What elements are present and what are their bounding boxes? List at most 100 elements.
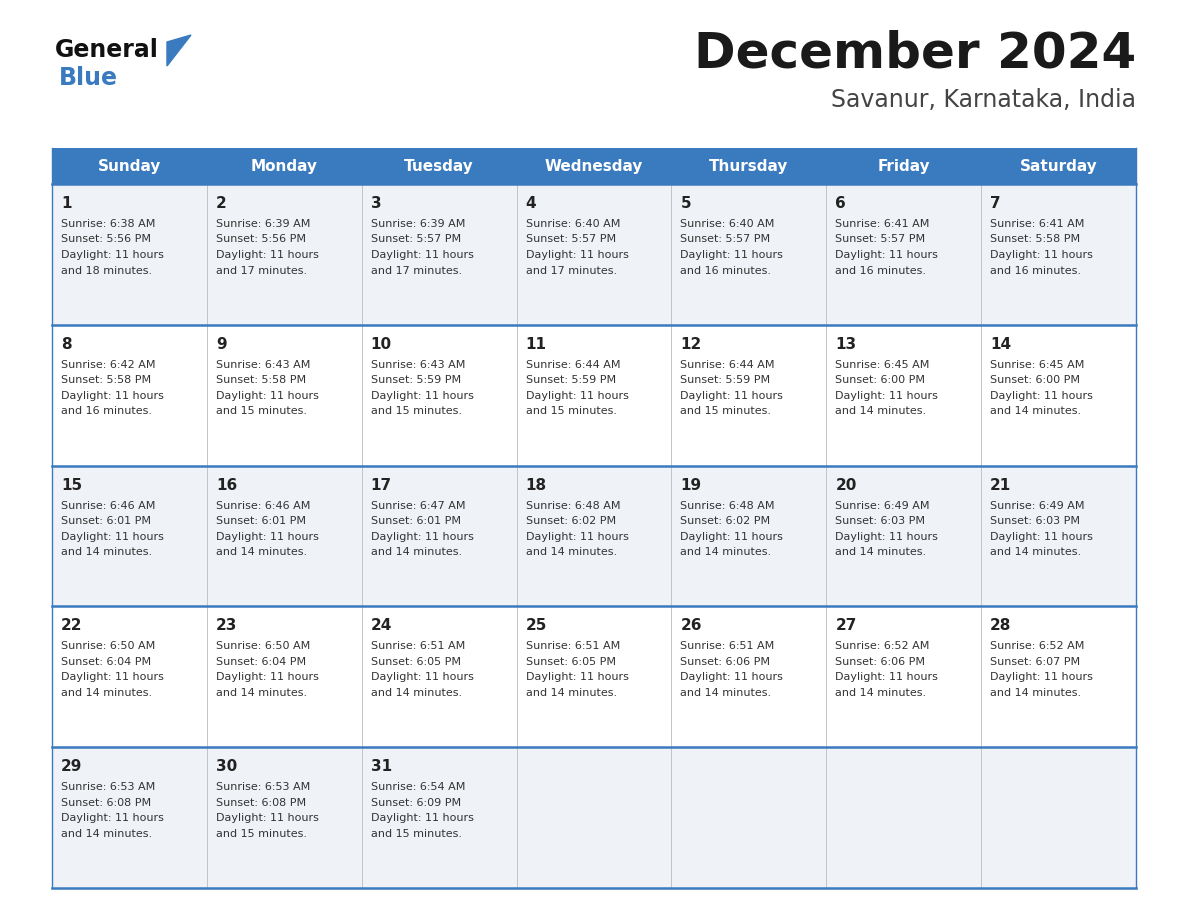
Text: Sunrise: 6:52 AM: Sunrise: 6:52 AM (835, 642, 930, 652)
Text: Daylight: 11 hours: Daylight: 11 hours (681, 532, 783, 542)
Text: Sunrise: 6:48 AM: Sunrise: 6:48 AM (681, 500, 775, 510)
Bar (52, 184, 1136, 325)
Text: Sunset: 5:57 PM: Sunset: 5:57 PM (371, 234, 461, 244)
Bar (52, 747, 1136, 888)
Text: Sunrise: 6:40 AM: Sunrise: 6:40 AM (525, 219, 620, 229)
Text: 3: 3 (371, 196, 381, 211)
Text: Sunset: 5:59 PM: Sunset: 5:59 PM (371, 375, 461, 386)
Text: Daylight: 11 hours: Daylight: 11 hours (835, 250, 939, 260)
Text: Sunset: 6:03 PM: Sunset: 6:03 PM (990, 516, 1080, 526)
Text: Daylight: 11 hours: Daylight: 11 hours (216, 672, 318, 682)
Text: Daylight: 11 hours: Daylight: 11 hours (990, 532, 1093, 542)
Text: 17: 17 (371, 477, 392, 493)
Text: 26: 26 (681, 619, 702, 633)
Text: 12: 12 (681, 337, 702, 352)
Text: Sunrise: 6:46 AM: Sunrise: 6:46 AM (61, 500, 156, 510)
Text: Sunrise: 6:45 AM: Sunrise: 6:45 AM (990, 360, 1085, 370)
Text: Sunset: 6:09 PM: Sunset: 6:09 PM (371, 798, 461, 808)
Text: and 14 minutes.: and 14 minutes. (681, 688, 771, 698)
Text: Daylight: 11 hours: Daylight: 11 hours (525, 391, 628, 401)
Text: Daylight: 11 hours: Daylight: 11 hours (990, 391, 1093, 401)
Text: Sunrise: 6:44 AM: Sunrise: 6:44 AM (525, 360, 620, 370)
Bar (52, 465, 1136, 607)
Text: Daylight: 11 hours: Daylight: 11 hours (216, 250, 318, 260)
Text: and 14 minutes.: and 14 minutes. (371, 547, 462, 557)
Text: and 16 minutes.: and 16 minutes. (835, 265, 927, 275)
Text: General: General (55, 38, 159, 62)
Text: Daylight: 11 hours: Daylight: 11 hours (371, 250, 474, 260)
Text: 5: 5 (681, 196, 691, 211)
Text: Sunset: 5:57 PM: Sunset: 5:57 PM (525, 234, 615, 244)
Text: Daylight: 11 hours: Daylight: 11 hours (216, 813, 318, 823)
Text: Sunrise: 6:51 AM: Sunrise: 6:51 AM (681, 642, 775, 652)
Text: 14: 14 (990, 337, 1011, 352)
Text: and 14 minutes.: and 14 minutes. (681, 547, 771, 557)
Text: Sunset: 6:05 PM: Sunset: 6:05 PM (371, 657, 461, 666)
Text: Sunrise: 6:48 AM: Sunrise: 6:48 AM (525, 500, 620, 510)
Text: Daylight: 11 hours: Daylight: 11 hours (61, 813, 164, 823)
Text: Sunrise: 6:43 AM: Sunrise: 6:43 AM (216, 360, 310, 370)
Text: Sunrise: 6:54 AM: Sunrise: 6:54 AM (371, 782, 465, 792)
Text: 18: 18 (525, 477, 546, 493)
Text: Daylight: 11 hours: Daylight: 11 hours (216, 532, 318, 542)
Bar (52, 607, 1136, 747)
Text: 19: 19 (681, 477, 702, 493)
Text: Sunrise: 6:53 AM: Sunrise: 6:53 AM (61, 782, 156, 792)
Text: Wednesday: Wednesday (545, 159, 643, 174)
Text: and 15 minutes.: and 15 minutes. (216, 407, 307, 416)
Text: 11: 11 (525, 337, 546, 352)
Text: Blue: Blue (59, 66, 118, 90)
Text: Sunset: 6:06 PM: Sunset: 6:06 PM (835, 657, 925, 666)
Bar (52, 325, 1136, 465)
Text: 13: 13 (835, 337, 857, 352)
Text: and 14 minutes.: and 14 minutes. (216, 688, 307, 698)
Text: and 15 minutes.: and 15 minutes. (216, 829, 307, 839)
Text: Sunrise: 6:41 AM: Sunrise: 6:41 AM (990, 219, 1085, 229)
Text: Sunrise: 6:41 AM: Sunrise: 6:41 AM (835, 219, 930, 229)
Text: Savanur, Karnataka, India: Savanur, Karnataka, India (830, 88, 1136, 112)
Text: Sunrise: 6:45 AM: Sunrise: 6:45 AM (835, 360, 930, 370)
Text: Sunset: 5:59 PM: Sunset: 5:59 PM (681, 375, 771, 386)
Text: 23: 23 (216, 619, 238, 633)
Text: Daylight: 11 hours: Daylight: 11 hours (371, 813, 474, 823)
Text: Sunset: 5:58 PM: Sunset: 5:58 PM (990, 234, 1080, 244)
Text: Daylight: 11 hours: Daylight: 11 hours (525, 672, 628, 682)
Text: Daylight: 11 hours: Daylight: 11 hours (681, 391, 783, 401)
Text: Sunrise: 6:49 AM: Sunrise: 6:49 AM (990, 500, 1085, 510)
Text: Sunset: 6:08 PM: Sunset: 6:08 PM (61, 798, 151, 808)
Text: Sunset: 6:01 PM: Sunset: 6:01 PM (371, 516, 461, 526)
Text: Tuesday: Tuesday (404, 159, 474, 174)
Text: Daylight: 11 hours: Daylight: 11 hours (681, 672, 783, 682)
Text: and 18 minutes.: and 18 minutes. (61, 265, 152, 275)
Text: Sunset: 6:00 PM: Sunset: 6:00 PM (990, 375, 1080, 386)
Text: Sunrise: 6:38 AM: Sunrise: 6:38 AM (61, 219, 156, 229)
Text: and 14 minutes.: and 14 minutes. (990, 547, 1081, 557)
Text: and 17 minutes.: and 17 minutes. (216, 265, 307, 275)
Text: Sunset: 5:58 PM: Sunset: 5:58 PM (216, 375, 307, 386)
Text: and 14 minutes.: and 14 minutes. (61, 688, 152, 698)
Text: Sunset: 6:07 PM: Sunset: 6:07 PM (990, 657, 1080, 666)
Text: Daylight: 11 hours: Daylight: 11 hours (681, 250, 783, 260)
Text: Sunrise: 6:51 AM: Sunrise: 6:51 AM (525, 642, 620, 652)
Bar (52, 148, 1136, 184)
Text: Sunset: 6:01 PM: Sunset: 6:01 PM (61, 516, 151, 526)
Text: 16: 16 (216, 477, 238, 493)
Text: Sunset: 5:57 PM: Sunset: 5:57 PM (835, 234, 925, 244)
Text: Daylight: 11 hours: Daylight: 11 hours (371, 391, 474, 401)
Text: 9: 9 (216, 337, 227, 352)
Text: 28: 28 (990, 619, 1011, 633)
Text: Sunrise: 6:44 AM: Sunrise: 6:44 AM (681, 360, 775, 370)
Text: Sunset: 6:04 PM: Sunset: 6:04 PM (61, 657, 151, 666)
Text: Sunset: 6:05 PM: Sunset: 6:05 PM (525, 657, 615, 666)
Text: Daylight: 11 hours: Daylight: 11 hours (835, 672, 939, 682)
Text: Sunrise: 6:49 AM: Sunrise: 6:49 AM (835, 500, 930, 510)
Text: and 14 minutes.: and 14 minutes. (525, 688, 617, 698)
Text: Daylight: 11 hours: Daylight: 11 hours (990, 672, 1093, 682)
Text: Daylight: 11 hours: Daylight: 11 hours (61, 250, 164, 260)
Text: Sunset: 5:59 PM: Sunset: 5:59 PM (525, 375, 615, 386)
Text: 10: 10 (371, 337, 392, 352)
Text: Sunrise: 6:53 AM: Sunrise: 6:53 AM (216, 782, 310, 792)
Text: 24: 24 (371, 619, 392, 633)
Text: Friday: Friday (878, 159, 930, 174)
Text: and 14 minutes.: and 14 minutes. (835, 407, 927, 416)
